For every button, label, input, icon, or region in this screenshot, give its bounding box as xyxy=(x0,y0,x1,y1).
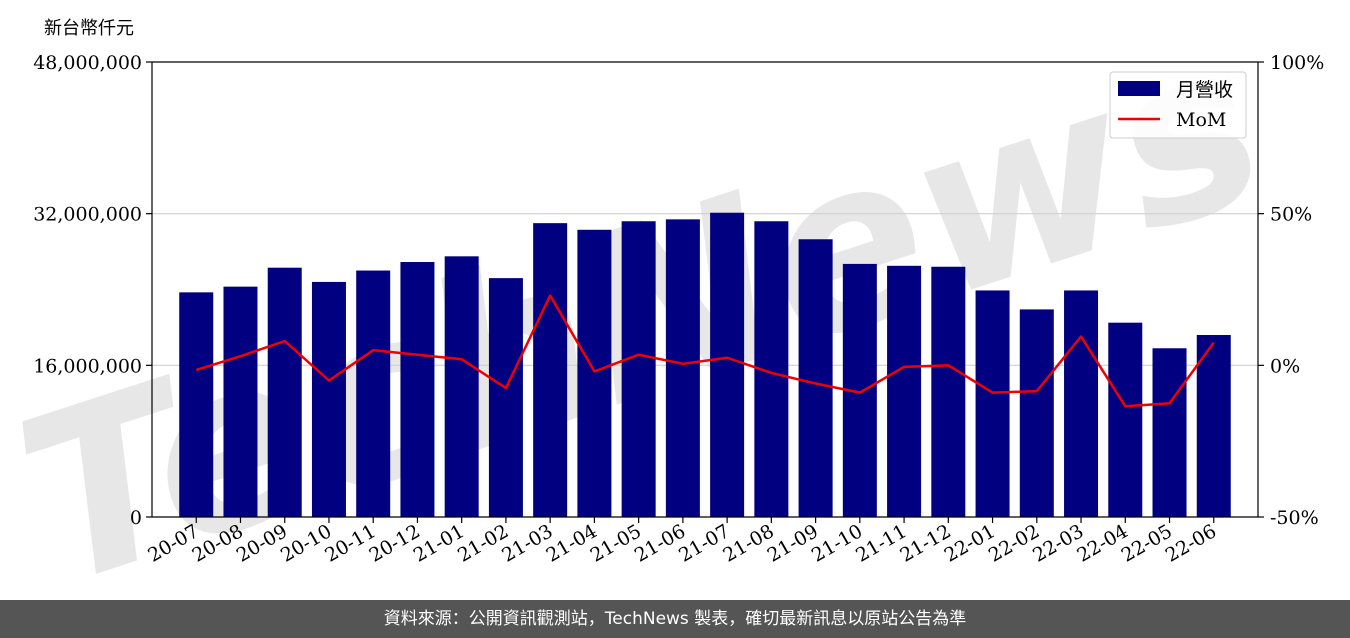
line-series xyxy=(195,294,1215,408)
bar-21-04 xyxy=(577,229,612,517)
bar-21-12 xyxy=(931,266,966,517)
bar-20-08 xyxy=(223,286,258,517)
bar-22-05 xyxy=(1152,348,1187,517)
y2-tick-label: 0% xyxy=(1270,355,1300,377)
bar-21-02 xyxy=(488,278,523,517)
y2-tick-label: -50% xyxy=(1270,507,1319,529)
bar-21-01 xyxy=(444,256,479,517)
bar-20-11 xyxy=(356,270,391,517)
bar-22-06 xyxy=(1196,335,1231,517)
bar-21-03 xyxy=(533,223,568,518)
x-tick-label: 22-06 xyxy=(1162,520,1220,566)
footer-source-note: 資料來源：公開資訊觀測站，TechNews 製表，確切最新訊息以原站公告為準 xyxy=(0,600,1350,638)
legend: 月營收 MoM xyxy=(1109,71,1247,139)
bar-22-02 xyxy=(1019,309,1054,517)
bar-21-09 xyxy=(798,239,833,517)
bar-21-05 xyxy=(621,221,656,517)
legend-swatch-bar xyxy=(1118,81,1160,96)
bar-22-04 xyxy=(1108,322,1143,517)
y2-tick-label: 100% xyxy=(1270,52,1324,74)
bar-21-06 xyxy=(665,219,700,517)
y-axis-unit-label: 新台幣仟元 xyxy=(44,18,134,39)
bar-22-01 xyxy=(975,290,1010,517)
bar-20-10 xyxy=(311,281,346,517)
mom-line xyxy=(195,294,1215,408)
y-tick-label: 32,000,000 xyxy=(33,204,142,226)
y2-tick-label: 50% xyxy=(1270,204,1312,226)
bar-21-11 xyxy=(887,265,922,517)
y-tick-label: 16,000,000 xyxy=(33,355,142,377)
bar-series xyxy=(179,212,1231,518)
legend-label-bar: 月營收 xyxy=(1176,79,1233,101)
bar-20-12 xyxy=(400,262,435,517)
bar-21-07 xyxy=(710,212,745,517)
y-tick-label: 0 xyxy=(130,507,142,529)
bar-20-09 xyxy=(267,267,302,517)
axes: 0 16,000,000 32,000,000 48,000,000 -50% 0% 50%… xyxy=(33,52,1324,567)
y-tick-label: 48,000,000 xyxy=(33,52,142,74)
bar-22-03 xyxy=(1064,290,1099,517)
bar-20-07 xyxy=(179,292,214,517)
legend-label-line: MoM xyxy=(1176,109,1226,131)
